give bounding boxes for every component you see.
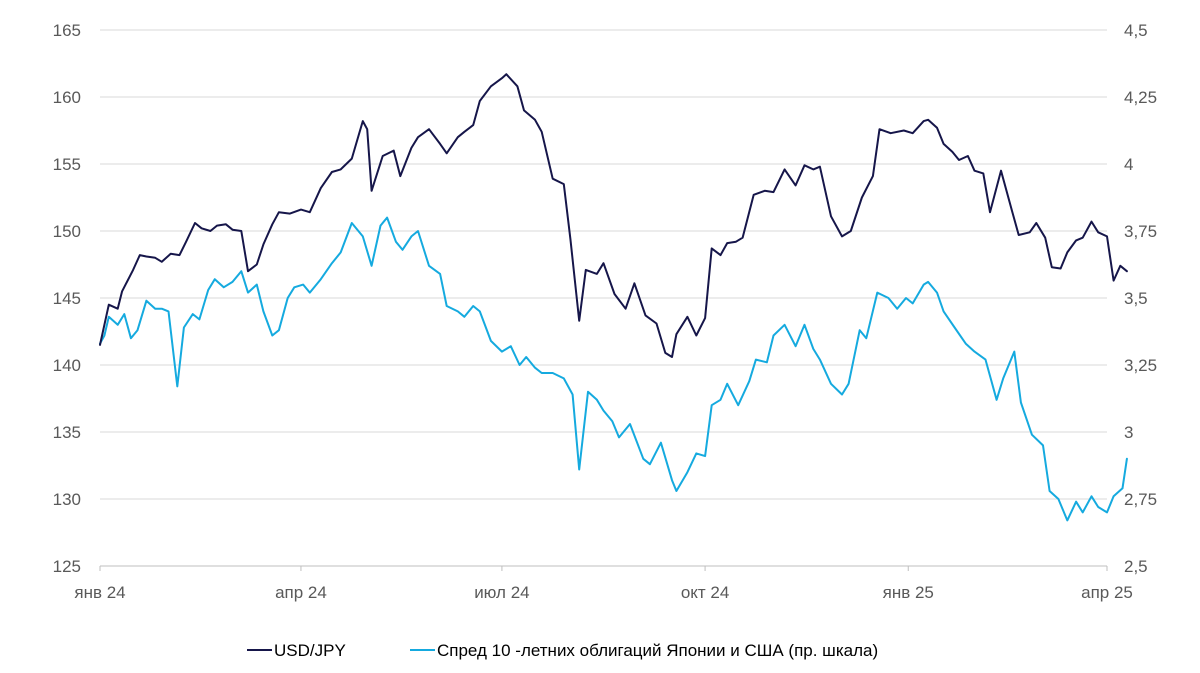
left-y-tick-label: 160: [53, 88, 81, 107]
left-y-tick-label: 150: [53, 222, 81, 241]
right-y-tick-label: 2,75: [1124, 490, 1157, 509]
legend-label: USD/JPY: [274, 641, 346, 660]
left-y-tick-label: 140: [53, 356, 81, 375]
left-y-tick-label: 130: [53, 490, 81, 509]
right-y-tick-label: 3,25: [1124, 356, 1157, 375]
x-tick-label: янв 24: [74, 583, 125, 602]
x-tick-label: апр 24: [275, 583, 327, 602]
x-tick-label: окт 24: [681, 583, 730, 602]
jgb-ust-spread-line: [99, 216, 1128, 522]
x-tick-label: янв 25: [883, 583, 934, 602]
right-y-tick-label: 3: [1124, 423, 1133, 442]
x-axis-ticks: янв 24 апр 24 июл 24 окт 24 янв 25 апр 25: [74, 566, 1133, 602]
right-y-tick-label: 3,75: [1124, 222, 1157, 241]
x-tick-label: апр 25: [1081, 583, 1133, 602]
right-y-tick-label: 4,25: [1124, 88, 1157, 107]
legend-label: Спред 10 -летних облигаций Японии и США …: [437, 641, 878, 660]
right-y-tick-label: 4: [1124, 155, 1133, 174]
left-y-tick-label: 125: [53, 557, 81, 576]
left-y-axis-ticks: 125 130 135 140 145 150 155 160 165: [53, 21, 81, 576]
right-y-axis-ticks: 2,5 2,75 3 3,25 3,5 3,75 4 4,25 4,5: [1124, 21, 1157, 576]
left-y-tick-label: 135: [53, 423, 81, 442]
right-y-tick-label: 3,5: [1124, 289, 1148, 308]
legend: USD/JPY Спред 10 -летних облигаций Японии…: [247, 641, 878, 660]
gridlines: [100, 29, 1107, 567]
left-y-tick-label: 155: [53, 155, 81, 174]
left-y-tick-label: 165: [53, 21, 81, 40]
right-y-tick-label: 2,5: [1124, 557, 1148, 576]
right-y-tick-label: 4,5: [1124, 21, 1148, 40]
series-lines: [99, 73, 1128, 522]
x-tick-label: июл 24: [474, 583, 529, 602]
usdjpy-line: [99, 73, 1128, 358]
left-y-tick-label: 145: [53, 289, 81, 308]
